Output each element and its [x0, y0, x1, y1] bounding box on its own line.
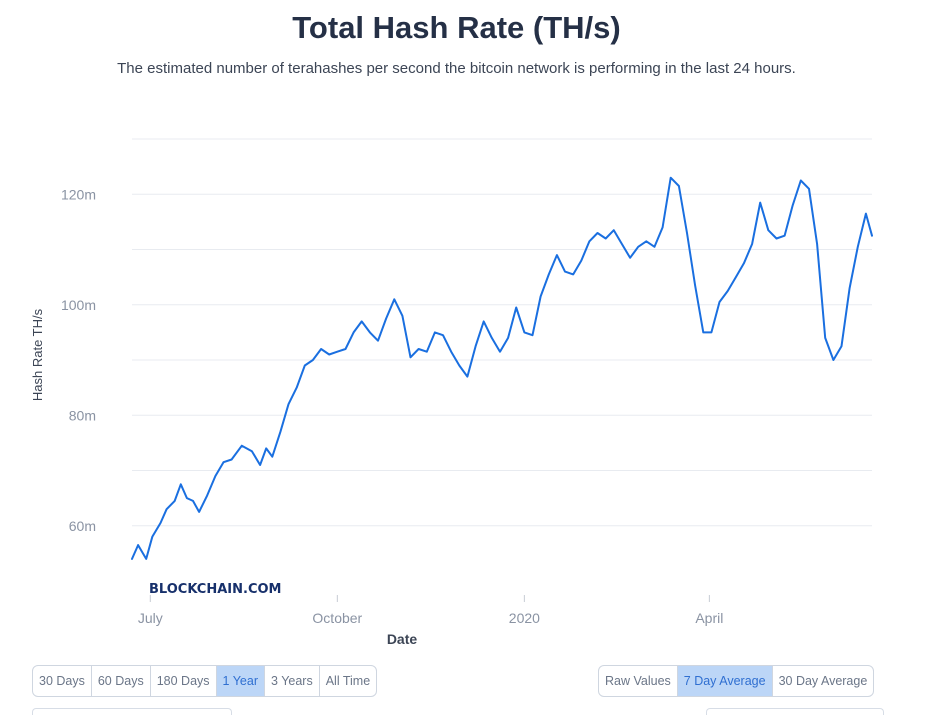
- range-button-30-days[interactable]: 30 Days: [33, 666, 92, 696]
- grid-lines: [132, 138, 872, 527]
- y-tick-label: 80m: [69, 407, 96, 423]
- range-button-180-days[interactable]: 180 Days: [151, 666, 217, 696]
- average-mode-selector: Raw Values 7 Day Average 30 Day Average: [598, 665, 875, 697]
- page-subtitle: The estimated number of terahashes per s…: [117, 60, 796, 77]
- y-tick-label: 120m: [61, 186, 96, 202]
- range-button-1-year[interactable]: 1 Year: [216, 666, 265, 696]
- y-axis-label: Hash Rate TH/s: [30, 308, 45, 401]
- x-tick-label: 2020: [509, 610, 540, 626]
- page-title: Total Hash Rate (TH/s): [292, 10, 621, 45]
- y-axis-ticks: 60m 80m 100m 120m: [61, 186, 96, 533]
- x-axis-label: Date: [387, 631, 418, 647]
- mode-button-30-day-average[interactable]: 30 Day Average: [778, 674, 868, 688]
- time-range-selector: 30 Days 60 Days 180 Days 1 Year 3 Years All T…: [32, 665, 378, 697]
- mode-button-7-day-average[interactable]: 7 Day Average: [677, 666, 773, 696]
- x-axis-ticks: July October 2020 April: [138, 595, 723, 626]
- y-tick-label: 100m: [61, 297, 96, 313]
- x-tick-label: July: [138, 610, 163, 626]
- blockchain-watermark: BLOCKCHAIN.COM: [149, 582, 281, 597]
- range-button-all-time[interactable]: All Time: [325, 674, 371, 688]
- mode-button-raw-values[interactable]: Raw Values: [599, 666, 678, 696]
- hash-rate-line: [131, 176, 873, 560]
- x-tick-label: October: [312, 610, 362, 626]
- x-tick-label: April: [695, 610, 723, 626]
- y-tick-label: 60m: [69, 518, 96, 534]
- range-button-3-years[interactable]: 3 Years: [265, 666, 320, 696]
- range-button-60-days[interactable]: 60 Days: [92, 666, 151, 696]
